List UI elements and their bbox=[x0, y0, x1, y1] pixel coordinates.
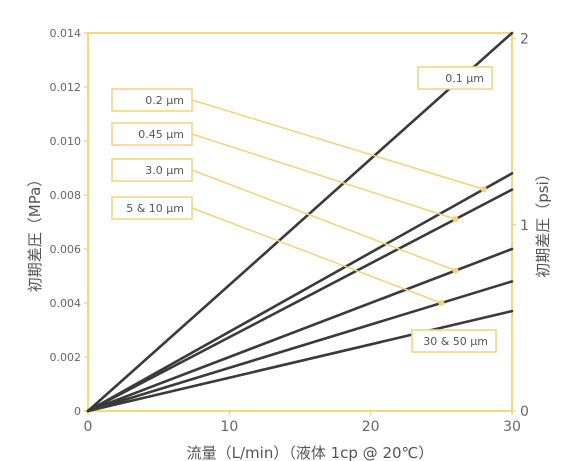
series-line bbox=[86, 31, 514, 413]
label-leader-line bbox=[191, 133, 456, 220]
series-label: 0.2 μm bbox=[145, 94, 184, 107]
series-label-box bbox=[111, 196, 193, 220]
series-line bbox=[86, 247, 514, 413]
series-label: 30 & 50 μm bbox=[423, 335, 488, 348]
label-leader-dot bbox=[452, 267, 459, 274]
left-tick-label: 0.004 bbox=[50, 297, 82, 310]
plot-frame bbox=[87, 32, 513, 412]
right-tick-label: 2 bbox=[520, 32, 529, 48]
left-tick-label: 0.006 bbox=[50, 243, 82, 256]
left-tick-label: 0.002 bbox=[50, 351, 82, 364]
series-label-box bbox=[411, 329, 497, 353]
series-labels: 0.1 μm 0.2 μm 0.45 μm 3.0 μm 5 & 10 μm 30 & 5… bbox=[111, 66, 497, 353]
right-tick-label: 1 bbox=[520, 218, 529, 234]
right-y-ticks: 0 1 2 bbox=[512, 32, 529, 420]
x-tick-label: 0 bbox=[84, 419, 93, 435]
left-y-ticks: 0 0.002 0.004 0.006 0.008 0.010 0.012 0.014 bbox=[50, 27, 88, 418]
x-ticks: 0 10 20 30 bbox=[84, 411, 521, 435]
series-line bbox=[86, 309, 514, 413]
series-label-box bbox=[417, 66, 493, 90]
label-leader-dot bbox=[438, 300, 445, 306]
y-axis-label-left: 初期差圧（MPa） bbox=[26, 172, 44, 293]
label-leader-line bbox=[191, 99, 484, 190]
series-label: 0.1 μm bbox=[445, 72, 484, 85]
label-leader-line bbox=[191, 207, 442, 304]
x-tick-label: 30 bbox=[503, 419, 521, 435]
left-tick-label: 0.008 bbox=[50, 189, 82, 202]
label-leader-dot bbox=[452, 216, 459, 223]
series-label-box bbox=[111, 158, 193, 182]
series-label: 0.45 μm bbox=[138, 128, 184, 141]
x-axis-label: 流量（L/min）（液体 1cp @ 20℃） bbox=[187, 444, 434, 461]
x-tick-label: 10 bbox=[220, 419, 238, 435]
series-label-box bbox=[111, 122, 193, 146]
series-label-box bbox=[111, 88, 193, 112]
left-tick-label: 0.014 bbox=[50, 27, 82, 40]
label-leader-line bbox=[191, 169, 456, 272]
left-tick-label: 0.012 bbox=[50, 81, 82, 94]
series-line bbox=[86, 172, 514, 413]
y-axis-label-right: 初期差圧（psi） bbox=[534, 166, 552, 278]
right-tick-label: 0 bbox=[520, 404, 529, 420]
x-tick-label: 20 bbox=[362, 419, 380, 435]
series-line bbox=[86, 188, 514, 413]
left-tick-label: 0 bbox=[74, 405, 81, 418]
series-label: 3.0 μm bbox=[145, 164, 184, 177]
series-label: 5 & 10 μm bbox=[126, 202, 184, 215]
label-leader-dot bbox=[480, 186, 487, 193]
left-tick-label: 0.010 bbox=[50, 135, 82, 148]
